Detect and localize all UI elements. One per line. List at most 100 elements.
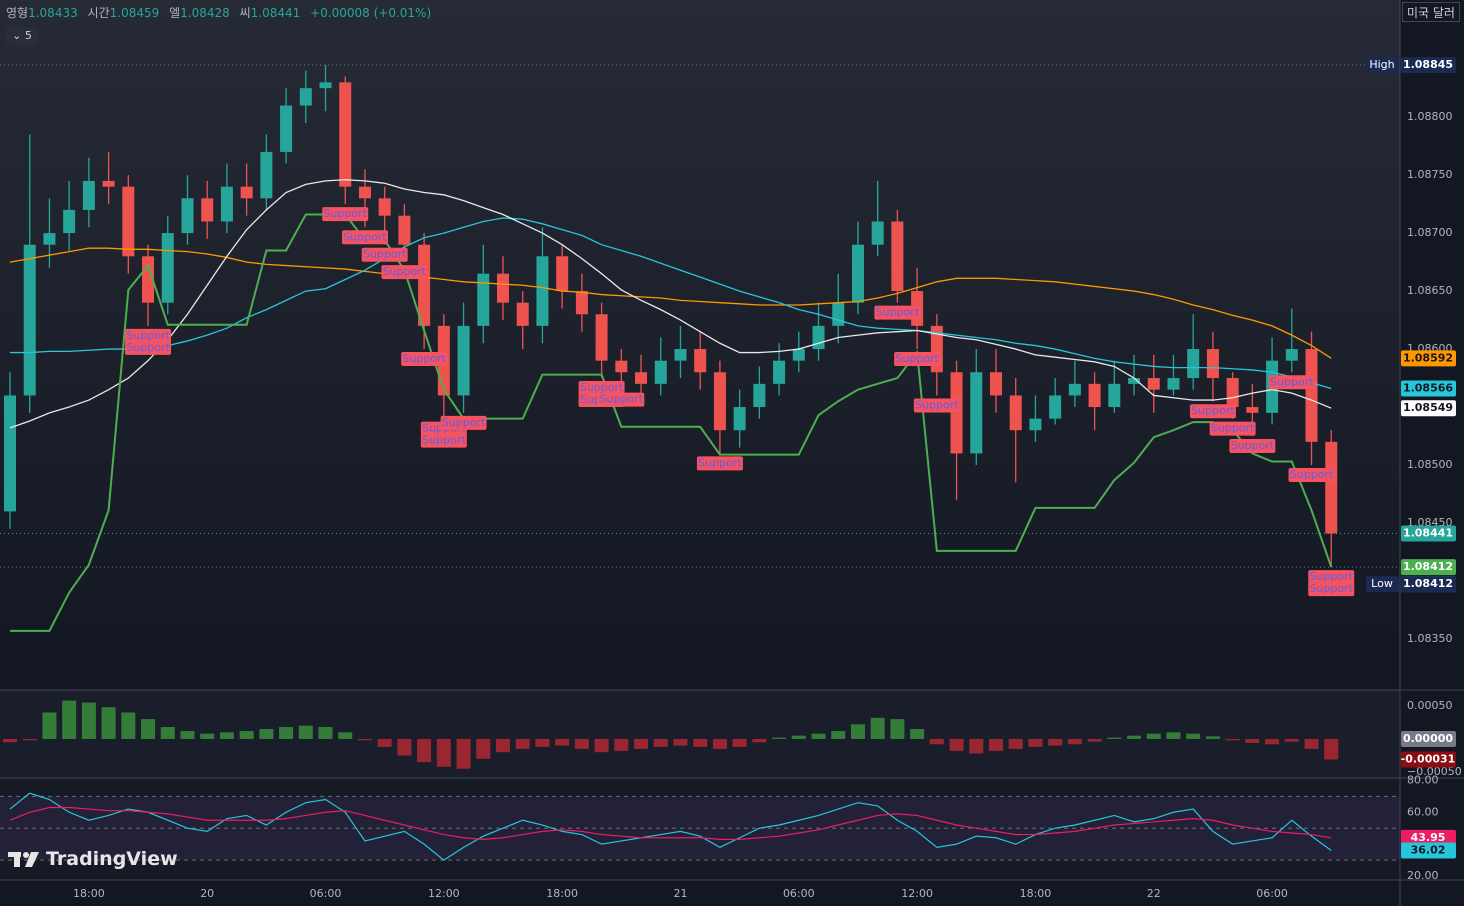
logo: TradingView bbox=[8, 848, 178, 870]
cyan-badge: 1.08566 bbox=[1403, 381, 1453, 394]
candle-body bbox=[102, 180, 115, 187]
macd-bar bbox=[377, 738, 392, 747]
candle-body bbox=[1167, 378, 1180, 390]
macd-bar bbox=[338, 732, 353, 739]
signal-box bbox=[696, 456, 743, 471]
signal-box bbox=[401, 352, 448, 367]
macd-bar bbox=[772, 737, 787, 739]
macd-bar bbox=[1225, 738, 1240, 741]
signal-label: Support bbox=[1211, 422, 1255, 435]
candle-body bbox=[477, 273, 490, 326]
macd-bar bbox=[496, 738, 510, 753]
signal-label: Support bbox=[1309, 570, 1353, 583]
candle-body bbox=[280, 105, 293, 152]
signal-label: Support bbox=[600, 393, 644, 406]
macd-bar bbox=[279, 727, 294, 739]
currency-button[interactable]: 미국 달러 bbox=[1402, 2, 1460, 22]
signal-label: Support bbox=[363, 248, 407, 261]
candle-body bbox=[1325, 441, 1338, 534]
macd-bar bbox=[357, 738, 372, 741]
signal-label: Support bbox=[895, 352, 939, 365]
signal-box bbox=[598, 392, 645, 407]
macd-badge: -0.00031 bbox=[1401, 752, 1456, 765]
low-tag-bg bbox=[1366, 576, 1399, 593]
high-badge: 1.08845 bbox=[1403, 58, 1453, 71]
candle-body bbox=[82, 180, 95, 210]
ma-line bbox=[10, 213, 1333, 632]
macd-bar bbox=[929, 738, 944, 745]
rsi-badge-bg bbox=[1401, 842, 1456, 859]
macd-bar bbox=[436, 738, 451, 767]
signal-label: Support bbox=[698, 456, 742, 469]
candle-body bbox=[575, 291, 588, 315]
low-badge-bg bbox=[1401, 576, 1456, 593]
signal-box bbox=[1189, 404, 1236, 419]
white-badge: 1.08549 bbox=[1403, 401, 1453, 414]
signal-box bbox=[578, 381, 625, 396]
signal-label: Support bbox=[1290, 468, 1334, 481]
macd-badge-bg bbox=[1401, 751, 1456, 768]
signal-label: Support bbox=[343, 230, 387, 243]
signal-label: Support bbox=[1231, 439, 1275, 452]
last-price-badge-bg bbox=[1401, 525, 1456, 542]
x-tick-label: 12:00 bbox=[428, 887, 460, 900]
macd-bar bbox=[693, 738, 708, 747]
candle-body bbox=[595, 314, 608, 361]
ma-line bbox=[9, 247, 1332, 359]
macd-bar bbox=[81, 702, 96, 739]
rsi-tick-label: 80.00 bbox=[1407, 773, 1439, 786]
macd-bar bbox=[397, 738, 412, 756]
signal-box bbox=[420, 433, 467, 448]
macd-bar bbox=[811, 733, 826, 739]
candle-body bbox=[812, 325, 825, 350]
macd-bar bbox=[1186, 733, 1201, 739]
candle-body bbox=[319, 82, 332, 89]
legend-value: 1.08441 bbox=[250, 6, 301, 20]
macd-tick-label: −0.00050 bbox=[1407, 765, 1462, 778]
x-tick-label: 06:00 bbox=[310, 887, 342, 900]
macd-bar bbox=[259, 729, 274, 739]
macd-bar bbox=[219, 732, 234, 739]
macd-bar bbox=[910, 729, 925, 739]
signal-box bbox=[381, 265, 428, 280]
x-tick-label: 21 bbox=[673, 887, 687, 900]
candle-body bbox=[1187, 349, 1200, 379]
logo-text: TradingView bbox=[46, 848, 178, 870]
candle-body bbox=[1128, 378, 1141, 384]
candle-body bbox=[516, 302, 529, 326]
interval-toggle[interactable]: ⌄ 5 bbox=[6, 27, 38, 45]
low-tag: Low bbox=[1371, 577, 1393, 590]
candle-body bbox=[733, 407, 746, 431]
ohlc-legend: 영형1.08433 시간1.08459 엘1.08428 씨1.08441 +0… bbox=[6, 4, 437, 21]
signal-label: Support bbox=[1309, 582, 1353, 595]
macd-bar bbox=[318, 727, 333, 739]
signal-box bbox=[125, 328, 172, 343]
candle-body bbox=[1049, 395, 1062, 419]
legend-label: 시간 bbox=[87, 6, 110, 20]
candle-body bbox=[556, 256, 569, 292]
macd-bar bbox=[62, 700, 77, 739]
signal-label: Support bbox=[442, 416, 486, 429]
candle-body bbox=[260, 151, 273, 199]
macd-bar bbox=[1107, 737, 1122, 739]
signal-box bbox=[361, 247, 408, 262]
candle-body bbox=[161, 233, 174, 303]
macd-bar bbox=[850, 724, 865, 739]
macd-bar bbox=[1087, 738, 1102, 742]
candle-body bbox=[1147, 378, 1160, 390]
rsi-ma-badge-bg bbox=[1401, 829, 1456, 846]
macd-bar bbox=[653, 738, 668, 747]
candle-body bbox=[1068, 383, 1081, 396]
cyan-badge-bg bbox=[1401, 380, 1456, 397]
macd-bar bbox=[1284, 738, 1299, 742]
candle-body bbox=[378, 198, 391, 216]
candle-body bbox=[1285, 349, 1298, 361]
candle-body bbox=[299, 88, 312, 106]
signal-box bbox=[322, 207, 369, 222]
signal-label: Support bbox=[915, 398, 959, 411]
macd-bar bbox=[752, 738, 767, 743]
candle-body bbox=[1108, 383, 1121, 408]
rsi-line bbox=[9, 792, 1332, 861]
candle-body bbox=[536, 256, 549, 326]
macd-bar bbox=[1146, 733, 1161, 739]
